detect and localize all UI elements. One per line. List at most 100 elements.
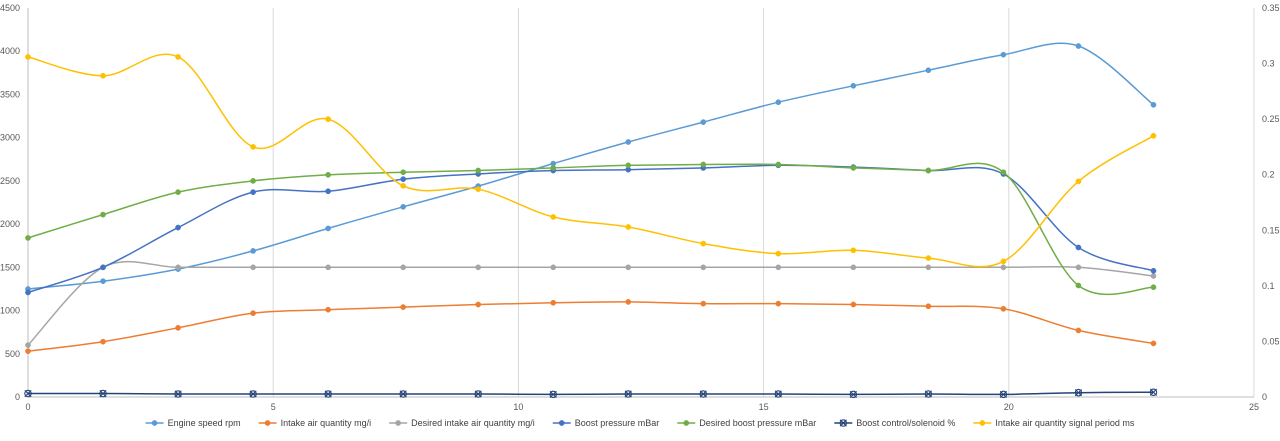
legend-label: Boost pressure mBar bbox=[575, 418, 660, 428]
data-point-boost-control-solenoid bbox=[99, 389, 107, 398]
data-point-boost-control-solenoid bbox=[774, 390, 783, 398]
legend-item-engine-speed-rpm: Engine speed rpm bbox=[145, 418, 241, 428]
y-left-tick-label: 2000 bbox=[0, 219, 20, 229]
series-desired-boost-pressure-mbar bbox=[25, 161, 1157, 296]
legend-label: Intake air quantity signal period ms bbox=[995, 418, 1135, 428]
data-point-boost-control-solenoid bbox=[24, 389, 32, 398]
y-right-tick-label: 0.3 bbox=[1262, 59, 1275, 69]
data-point-desired-intake-air-quantity-mg-i bbox=[1000, 264, 1007, 271]
data-point-desired-boost-pressure-mbar bbox=[700, 161, 707, 168]
data-point-engine-speed-rpm bbox=[925, 67, 932, 74]
data-point-desired-intake-air-quantity-mg-i bbox=[850, 264, 857, 271]
data-point-desired-intake-air-quantity-mg-i bbox=[1075, 264, 1082, 271]
data-point-boost-pressure-mbar bbox=[250, 189, 256, 195]
legend-label: Intake air quantity mg/i bbox=[281, 418, 372, 428]
data-point-desired-boost-pressure-mbar bbox=[1000, 169, 1007, 176]
data-point-boost-control-solenoid bbox=[1149, 388, 1158, 396]
data-point-desired-boost-pressure-mbar bbox=[400, 169, 407, 176]
legend-item-desired-boost-pressure-mbar: Desired boost pressure mBar bbox=[677, 418, 816, 428]
data-point-desired-boost-pressure-mbar bbox=[625, 162, 632, 169]
legend-item-boost-control-solenoid: Boost control/solenoid % bbox=[834, 418, 955, 428]
x-tick-label: 10 bbox=[513, 402, 523, 412]
data-point-engine-speed-rpm bbox=[700, 119, 707, 125]
legend-label: Boost control/solenoid % bbox=[856, 418, 955, 428]
data-point-boost-control-solenoid bbox=[324, 390, 332, 398]
data-point-boost-pressure-mbar bbox=[400, 176, 407, 183]
data-point-desired-boost-pressure-mbar bbox=[1075, 282, 1082, 289]
legend-label: Desired boost pressure mBar bbox=[699, 418, 816, 428]
data-point-intake-air-quantity-mg-i bbox=[100, 338, 106, 345]
data-point-intake-air-quantity-mg-i bbox=[1150, 340, 1157, 347]
series-line-desired-boost-pressure-mbar bbox=[27, 162, 1154, 296]
legend-item-desired-intake-air-quantity-mg-i: Desired intake air quantity mg/i bbox=[389, 418, 535, 428]
data-point-boost-control-solenoid bbox=[924, 390, 933, 398]
data-point-engine-speed-rpm bbox=[250, 248, 256, 254]
y-right-tick-label: 0.1 bbox=[1262, 281, 1275, 291]
data-point-boost-control-solenoid bbox=[474, 390, 482, 398]
data-point-desired-intake-air-quantity-mg-i bbox=[175, 264, 181, 271]
legend-marker bbox=[683, 420, 690, 426]
data-point-boost-pressure-mbar bbox=[1075, 244, 1082, 251]
data-point-intake-air-quantity-mg-i bbox=[175, 324, 181, 331]
data-point-desired-intake-air-quantity-mg-i bbox=[775, 264, 782, 271]
series-line-boost-control-solenoid bbox=[28, 391, 1154, 396]
legend-marker bbox=[839, 419, 848, 427]
data-point-desired-intake-air-quantity-mg-i bbox=[325, 264, 331, 271]
legend-item-intake-air-quantity-mg-i: Intake air quantity mg/i bbox=[258, 418, 372, 428]
legend: Engine speed rpm Intake air quantity mg/i… bbox=[145, 418, 1135, 428]
series-intake-air-quantity-signal-period-ms bbox=[25, 53, 1157, 268]
data-point-intake-air-quantity-mg-i bbox=[1000, 305, 1007, 312]
data-point-desired-boost-pressure-mbar bbox=[775, 161, 782, 168]
y-left-tick-label: 4000 bbox=[0, 46, 20, 56]
data-point-desired-boost-pressure-mbar bbox=[475, 167, 482, 174]
y-left-tick-label: 3500 bbox=[0, 89, 20, 99]
data-point-engine-speed-rpm bbox=[850, 82, 857, 89]
data-point-intake-air-quantity-mg-i bbox=[550, 299, 557, 306]
data-point-engine-speed-rpm bbox=[100, 278, 106, 285]
data-point-boost-control-solenoid bbox=[1074, 388, 1083, 397]
data-point-boost-control-solenoid bbox=[174, 390, 182, 398]
data-point-intake-air-quantity-signal-period-ms bbox=[400, 182, 407, 189]
series-intake-air-quantity-mg-i bbox=[25, 299, 1157, 355]
data-point-desired-intake-air-quantity-mg-i bbox=[1150, 273, 1157, 279]
data-point-engine-speed-rpm bbox=[1000, 51, 1007, 58]
data-point-desired-boost-pressure-mbar bbox=[325, 171, 331, 178]
data-point-intake-air-quantity-mg-i bbox=[475, 301, 482, 308]
data-point-boost-control-solenoid bbox=[849, 390, 858, 399]
y-right-tick-label: 0 bbox=[1262, 392, 1267, 402]
legend-marker bbox=[558, 420, 565, 426]
data-point-boost-control-solenoid bbox=[699, 390, 708, 398]
series-line-intake-air-quantity-mg-i bbox=[27, 301, 1154, 352]
y-right-tick-label: 0.2 bbox=[1262, 170, 1275, 180]
data-point-desired-intake-air-quantity-mg-i bbox=[625, 264, 632, 271]
data-point-intake-air-quantity-signal-period-ms bbox=[25, 54, 31, 60]
series-line-engine-speed-rpm bbox=[27, 42, 1154, 290]
tick-labels: 0 5 10 15 20 25050010001500200025003000350040… bbox=[0, 3, 1280, 412]
data-point-intake-air-quantity-signal-period-ms bbox=[475, 186, 482, 193]
data-point-boost-pressure-mbar bbox=[175, 224, 181, 231]
data-point-boost-control-solenoid bbox=[624, 390, 632, 398]
data-point-boost-pressure-mbar bbox=[100, 264, 106, 271]
data-point-intake-air-quantity-signal-period-ms bbox=[1075, 178, 1082, 185]
data-point-boost-control-solenoid bbox=[249, 390, 257, 398]
data-point-intake-air-quantity-mg-i bbox=[775, 300, 782, 307]
y-left-tick-label: 0 bbox=[15, 392, 20, 402]
legend-label: Engine speed rpm bbox=[168, 418, 241, 428]
series-boost-control-solenoid bbox=[24, 388, 1158, 399]
data-point-desired-boost-pressure-mbar bbox=[250, 178, 256, 184]
data-point-intake-air-quantity-mg-i bbox=[400, 304, 407, 310]
data-point-engine-speed-rpm bbox=[325, 225, 331, 232]
data-point-intake-air-quantity-signal-period-ms bbox=[250, 144, 256, 150]
y-left-tick-label: 4500 bbox=[0, 3, 20, 13]
legend-marker bbox=[395, 420, 402, 426]
data-point-intake-air-quantity-signal-period-ms bbox=[100, 72, 106, 79]
data-point-desired-intake-air-quantity-mg-i bbox=[400, 264, 407, 271]
legend-marker bbox=[264, 420, 271, 426]
y-left-tick-label: 500 bbox=[5, 349, 20, 359]
x-tick-label: 0 bbox=[25, 402, 30, 412]
series-desired-intake-air-quantity-mg-i bbox=[25, 260, 1157, 348]
y-right-tick-label: 0.15 bbox=[1262, 225, 1280, 235]
data-point-intake-air-quantity-mg-i bbox=[625, 299, 632, 305]
